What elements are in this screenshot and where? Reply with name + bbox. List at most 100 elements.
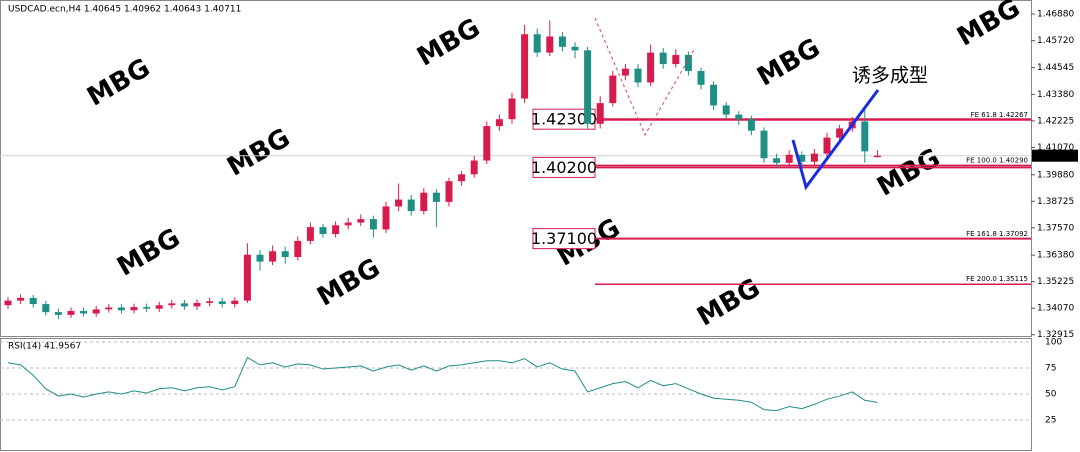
y-tick-label: 1.35225 [1037,277,1074,287]
y-tick-label: 1.42225 [1037,116,1074,126]
candle-body [584,50,592,124]
candle-body [130,307,138,311]
y-tick-label: 1.38725 [1037,197,1074,207]
rsi-line [7,356,878,412]
current-price-label: 1.40711 [1035,151,1072,161]
candle-body [445,181,453,202]
candle-body [672,54,680,65]
y-tick-label: 1.39880 [1037,170,1074,180]
candle-body [344,222,352,226]
y-tick-label: 75 [1045,364,1056,374]
level-label: 1.40200 [531,158,597,177]
chart-title: USDCAD.ecn,H4 1.40645 1.40962 1.40643 1.… [8,5,241,15]
candle-body [105,307,113,310]
candle-body [546,36,554,53]
candle-body [29,297,37,305]
y-tick-label: 100 [1045,338,1062,348]
candle-body [432,192,440,202]
candle-body [458,174,466,182]
y-tick-label: 1.32915 [1037,330,1074,340]
candle-body [369,219,377,230]
candle-body [319,227,327,235]
main-frame [0,0,1032,337]
candle-body [193,302,201,307]
candle-body [810,153,818,162]
y-tick-label: 50 [1045,390,1057,400]
candle-body [495,119,503,127]
candle-body [117,307,125,311]
candle-body [357,219,365,223]
candle-body [332,225,340,235]
candle-body [609,75,617,104]
candle-body [306,227,314,241]
candle-body [281,251,289,257]
candle-body [873,155,881,158]
candle-body [42,304,50,313]
fib-label: FE 100.0 1.40290 [966,156,1028,164]
candle-body [155,305,163,309]
level-box [532,156,596,178]
candle-body [697,70,705,85]
candle-body [80,310,88,314]
fib-label: FE 61.8 1.42267 [971,111,1028,119]
candle-body [558,36,566,47]
candle-body [54,312,62,315]
candle-body [521,34,529,99]
candle-body [861,121,869,152]
annotation: 诱多成型 [852,65,928,87]
candle-body [294,240,302,257]
candle-body [180,303,188,307]
candle-body [659,52,667,65]
candle-body [218,301,226,305]
candle-body [747,119,755,131]
fib-label: FE 200.0 1.35115 [966,275,1028,283]
candle-body [206,301,214,303]
y-tick-label: 1.34070 [1037,304,1074,314]
candle-body [684,54,692,71]
candle-body [382,206,390,230]
level-box [532,108,596,130]
y-tick-label: 1.36380 [1037,251,1074,261]
y-tick-label: 1.37570 [1037,223,1074,233]
current-price-box [1032,149,1078,162]
pattern-line [594,17,696,137]
candle-body [647,52,655,83]
candle-body [836,128,844,138]
level-label: 1.37100 [531,229,597,248]
candle-body [256,254,264,262]
level-label: 1.42300 [531,110,597,129]
candle-body [67,310,75,315]
y-tick-label: 1.43380 [1037,90,1074,100]
candle-body [143,307,151,309]
candle-body [508,98,516,120]
candle-body [395,199,403,207]
pattern-line [791,89,880,191]
y-tick-label: 25 [1045,416,1056,426]
y-tick-label: 1.41070 [1037,143,1074,153]
candle-body [785,154,793,163]
candle-body [634,68,642,83]
candle-body [596,103,604,124]
candle-body [735,114,743,120]
candle-body [4,300,12,306]
candle-body [168,303,176,306]
candle-body [483,126,491,161]
fib-label: FE 161.8 1.37092 [966,230,1028,238]
y-tick-label: 1.46880 [1037,10,1074,20]
candle-body [760,130,768,159]
candle-body [621,68,629,76]
y-tick-label: 1.44545 [1037,63,1074,73]
candle-body [231,300,239,305]
candle-body [470,160,478,175]
rsi-title: RSI(14) 41.9567 [8,342,81,352]
candle-body [798,154,806,162]
candle-body [269,251,277,262]
candle-body [420,192,428,212]
candle-body [243,254,251,301]
candle-body [407,199,415,212]
candle-body [722,105,730,115]
candle-body [17,297,25,301]
candle-body [710,84,718,106]
